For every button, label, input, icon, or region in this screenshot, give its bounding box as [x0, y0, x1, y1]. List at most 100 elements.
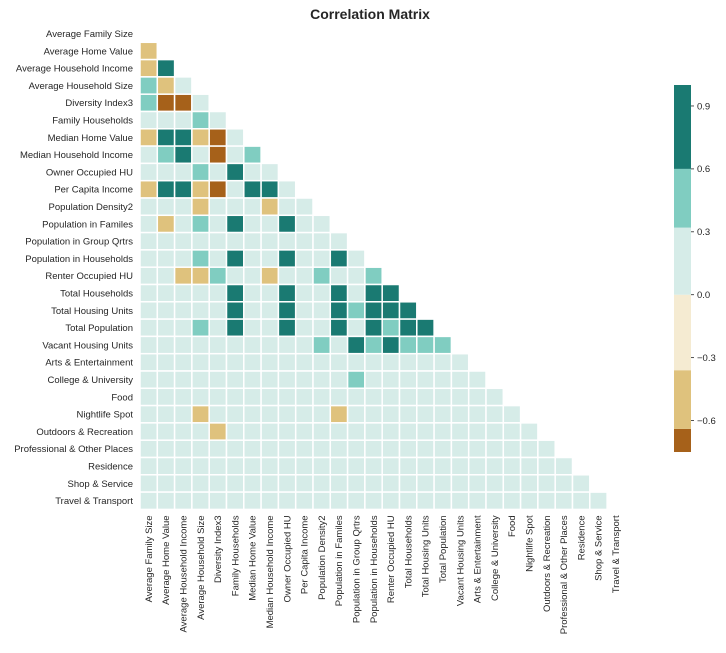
chart-title: Correlation Matrix	[310, 6, 430, 22]
y-tick-label: Arts & Entertainment	[45, 358, 133, 369]
heatmap-cell-16-9	[294, 301, 314, 320]
heatmap-cell-19-6	[243, 352, 262, 372]
colorbar-segment-5	[674, 85, 691, 169]
heatmap-cell-27-17	[433, 491, 453, 511]
heatmap-cell-22-4	[208, 404, 228, 424]
heatmap-cell-12-5	[225, 231, 245, 251]
heatmap-cell-22-16	[416, 404, 435, 424]
heatmap-cell-19-11	[329, 352, 349, 372]
heatmap-cell-21-6	[243, 387, 262, 407]
y-tick-label: Average Household Income	[16, 64, 133, 75]
heatmap-cell-25-11	[329, 456, 349, 476]
heatmap-cell-21-9	[294, 387, 314, 407]
heatmap-cell-20-5	[225, 370, 245, 390]
heatmap-cell-21-0	[139, 387, 159, 407]
heatmap-cell-20-2	[173, 370, 193, 390]
x-tick-label: Average Household Size	[196, 515, 207, 619]
heatmap-cell-27-8	[277, 491, 297, 511]
y-tick-label: Total Population	[65, 323, 133, 334]
heatmap-cell-12-11	[329, 231, 349, 251]
heatmap-cell-16-10	[312, 301, 332, 320]
heatmap-cell-8-6	[243, 162, 262, 182]
heatmap-cell-19-2	[173, 352, 193, 372]
heatmap-cell-18-7	[260, 335, 280, 355]
heatmap-cell-21-8	[277, 387, 297, 407]
heatmap-cell-19-8	[277, 352, 297, 372]
heatmap-cell-6-2	[173, 128, 193, 147]
heatmap-cell-25-3	[191, 456, 210, 476]
heatmap-cell-5-0	[139, 110, 159, 130]
heatmap-cell-12-4	[208, 231, 228, 251]
y-tick-label: Travel & Transport	[55, 496, 133, 507]
y-tick-label: Average Family Size	[46, 29, 133, 40]
heatmap-cell-22-7	[260, 404, 280, 424]
heatmap-cell-20-19	[467, 370, 487, 390]
heatmap-cell-18-5	[225, 335, 245, 355]
heatmap-cell-25-16	[416, 456, 435, 476]
heatmap-cell-26-17	[433, 474, 453, 493]
heatmap-cell-12-7	[260, 231, 280, 251]
heatmap-cell-25-15	[398, 456, 418, 476]
heatmap-cell-19-15	[398, 352, 418, 372]
heatmap-cell-26-6	[243, 474, 262, 493]
heatmap-cell-5-3	[191, 110, 210, 130]
heatmap-cell-11-3	[191, 214, 210, 234]
colorbar-tick-label: 0.3	[697, 227, 710, 238]
colorbar: −0.6 −0.3 0.0 0.3 0.6 0.9	[674, 85, 716, 452]
heatmap-cell-26-23	[537, 474, 556, 493]
x-tick-label: Nightlife Spot	[525, 515, 536, 572]
heatmap-cell-26-10	[312, 474, 332, 493]
heatmap-cell-26-5	[225, 474, 245, 493]
heatmap-cell-9-4	[208, 179, 228, 199]
heatmap-cell-27-9	[294, 491, 314, 511]
heatmap-cell-27-12	[346, 491, 366, 511]
heatmap-cell-22-15	[398, 404, 418, 424]
x-tick-label: Total Households	[403, 515, 414, 588]
heatmap-cell-25-2	[173, 456, 193, 476]
x-tick-label: Average Family Size	[144, 515, 155, 602]
heatmap-cell-3-2	[173, 76, 193, 95]
heatmap-cell-15-14	[381, 283, 401, 303]
heatmap-cell-17-5	[225, 318, 245, 338]
heatmap-cell-23-20	[485, 422, 505, 441]
y-tick-label: Nightlife Spot	[76, 410, 133, 421]
heatmap-cell-24-4	[208, 439, 228, 459]
heatmap-cell-5-4	[208, 110, 228, 130]
heatmap-cell-4-1	[156, 93, 176, 113]
heatmap-cell-19-0	[139, 352, 159, 372]
x-tick-label: Population in Familes	[334, 515, 345, 606]
heatmap-cell-25-5	[225, 456, 245, 476]
y-tick-label: Average Home Value	[44, 46, 133, 57]
heatmap-cell-25-4	[208, 456, 228, 476]
heatmap-cell-4-2	[173, 93, 193, 113]
heatmap-cell-21-12	[346, 387, 366, 407]
x-tick-labels: Average Family Size Average Home Value Ave…	[144, 515, 622, 634]
heatmap-cell-11-6	[243, 214, 262, 234]
heatmap-cell-25-22	[519, 456, 539, 476]
heatmap-cell-7-3	[191, 145, 210, 165]
heatmap-cell-17-13	[364, 318, 383, 338]
heatmap-cell-21-15	[398, 387, 418, 407]
heatmap-cell-20-11	[329, 370, 349, 390]
heatmap-cell-20-13	[364, 370, 383, 390]
x-tick-label: Family Households	[230, 515, 241, 596]
heatmap-cell-5-2	[173, 110, 193, 130]
heatmap-cell-14-3	[191, 266, 210, 286]
heatmap-cell-26-20	[485, 474, 505, 493]
heatmap-cell-27-11	[329, 491, 349, 511]
heatmap-cell-18-8	[277, 335, 297, 355]
heatmap-cell-23-12	[346, 422, 366, 441]
y-tick-label: Family Households	[52, 115, 133, 126]
heatmap-cell-14-0	[139, 266, 159, 286]
heatmap-cell-14-10	[312, 266, 332, 286]
heatmap-cell-26-19	[467, 474, 487, 493]
heatmap-cell-15-3	[191, 283, 210, 303]
heatmap-cell-8-1	[156, 162, 176, 182]
heatmap-cell-24-13	[364, 439, 383, 459]
heatmap-cell-27-14	[381, 491, 401, 511]
heatmap-cell-13-8	[277, 249, 297, 268]
heatmap-cell-12-2	[173, 231, 193, 251]
y-tick-label: Residence	[88, 461, 133, 472]
heatmap-cell-23-3	[191, 422, 210, 441]
heatmap-cell-11-4	[208, 214, 228, 234]
